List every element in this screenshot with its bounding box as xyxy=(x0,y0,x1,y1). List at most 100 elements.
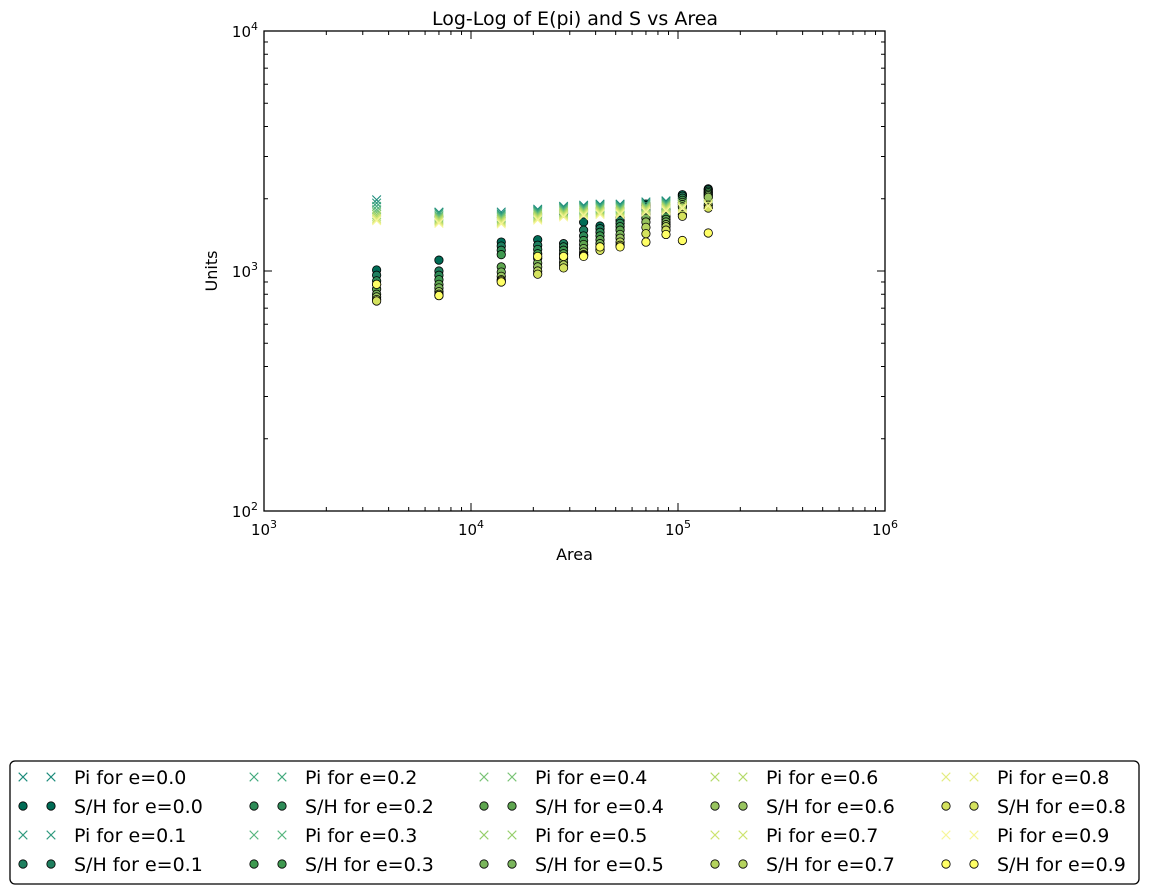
data-point xyxy=(615,242,625,252)
plot-frame xyxy=(263,30,886,512)
data-point xyxy=(558,209,569,220)
data-point xyxy=(533,269,543,279)
legend-item: Pi for e=0.7 xyxy=(710,825,878,847)
series-4 xyxy=(371,193,713,220)
series-5 xyxy=(372,186,713,286)
legend-marker xyxy=(507,859,517,869)
legend-item: S/H for e=0.1 xyxy=(18,854,203,876)
data-point xyxy=(677,202,688,213)
legend-marker xyxy=(249,859,259,869)
legend-label: Pi for e=0.6 xyxy=(766,767,878,789)
data-point xyxy=(372,296,382,306)
data-point xyxy=(533,214,543,224)
legend-marker xyxy=(969,801,979,811)
data-point xyxy=(641,202,651,213)
legend-marker xyxy=(969,830,979,840)
legend-item: Pi for e=0.1 xyxy=(18,825,186,847)
series-8 xyxy=(371,195,713,223)
series-16 xyxy=(371,199,713,228)
data-point xyxy=(434,214,444,225)
data-point xyxy=(703,203,713,213)
data-point xyxy=(615,209,625,220)
data-point xyxy=(434,290,444,301)
legend-marker xyxy=(249,801,259,811)
legend-marker xyxy=(46,859,56,869)
legend-item: S/H for e=0.5 xyxy=(479,854,664,876)
data-point xyxy=(434,216,444,226)
legend-marker xyxy=(46,830,56,840)
legend-marker xyxy=(507,772,517,782)
series-18 xyxy=(371,201,713,229)
data-point xyxy=(641,205,651,215)
legend-marker xyxy=(249,772,259,782)
data-point xyxy=(579,251,589,262)
data-point xyxy=(595,207,605,217)
legend-label: S/H for e=0.1 xyxy=(74,854,203,876)
legend-marker xyxy=(46,801,56,811)
legend-label: Pi for e=0.8 xyxy=(997,767,1109,789)
data-point xyxy=(371,195,382,205)
legend-marker xyxy=(738,772,748,782)
legend-marker xyxy=(277,772,287,782)
legend-marker xyxy=(479,772,489,782)
data-point xyxy=(558,212,569,222)
legend-label: Pi for e=0.4 xyxy=(535,767,647,789)
plot-area xyxy=(371,184,713,306)
data-point xyxy=(533,212,543,223)
data-point xyxy=(558,211,569,221)
legend-item: S/H for e=0.6 xyxy=(710,796,895,818)
data-point xyxy=(661,201,671,212)
x-tick-label: 103 xyxy=(251,518,277,539)
legend-marker xyxy=(710,859,720,869)
data-point xyxy=(578,207,589,217)
data-point xyxy=(703,201,713,211)
data-point xyxy=(661,202,671,213)
data-point xyxy=(615,207,625,217)
data-point xyxy=(615,208,625,218)
data-point xyxy=(496,219,506,229)
legend-marker xyxy=(507,830,517,840)
data-point xyxy=(371,213,382,223)
data-point xyxy=(595,205,605,215)
legend-label: S/H for e=0.7 xyxy=(766,854,895,876)
legend-label: Pi for e=0.1 xyxy=(74,825,186,847)
legend-label: Pi for e=0.2 xyxy=(305,767,417,789)
data-point xyxy=(595,209,605,220)
series-19 xyxy=(372,228,713,301)
legend-label: Pi for e=0.3 xyxy=(305,825,417,847)
y-tick-label: 102 xyxy=(232,500,258,521)
data-point xyxy=(558,251,569,262)
data-point xyxy=(434,217,444,227)
data-point xyxy=(558,208,569,218)
legend-item: S/H for e=0.7 xyxy=(710,854,895,876)
chart-title: Log-Log of E(pi) and S vs Area xyxy=(432,8,718,30)
legend-marker xyxy=(941,801,951,811)
legend-label: S/H for e=0.8 xyxy=(997,796,1126,818)
data-point xyxy=(533,211,543,221)
data-point xyxy=(578,209,589,220)
y-axis-label: Units xyxy=(202,251,221,292)
data-point xyxy=(533,251,543,262)
legend-marker xyxy=(710,801,720,811)
data-point xyxy=(661,203,671,214)
legend-item: Pi for e=0.3 xyxy=(249,825,417,847)
data-point xyxy=(677,235,687,246)
series-3 xyxy=(372,185,713,280)
legend-marker xyxy=(18,830,28,840)
data-point xyxy=(496,215,506,225)
y-tick-label: 103 xyxy=(232,260,258,281)
data-point xyxy=(595,242,605,252)
series-9 xyxy=(372,189,713,294)
legend-marker xyxy=(479,859,489,869)
data-point xyxy=(558,207,569,217)
data-point xyxy=(703,228,713,238)
data-point xyxy=(661,206,671,216)
legend-marker xyxy=(18,801,28,811)
data-point xyxy=(677,201,688,212)
x-tick-label: 106 xyxy=(872,518,898,539)
legend-marker xyxy=(18,859,28,869)
legend-marker xyxy=(941,772,951,782)
legend-marker xyxy=(738,859,748,869)
legend-label: Pi for e=0.9 xyxy=(997,825,1109,847)
